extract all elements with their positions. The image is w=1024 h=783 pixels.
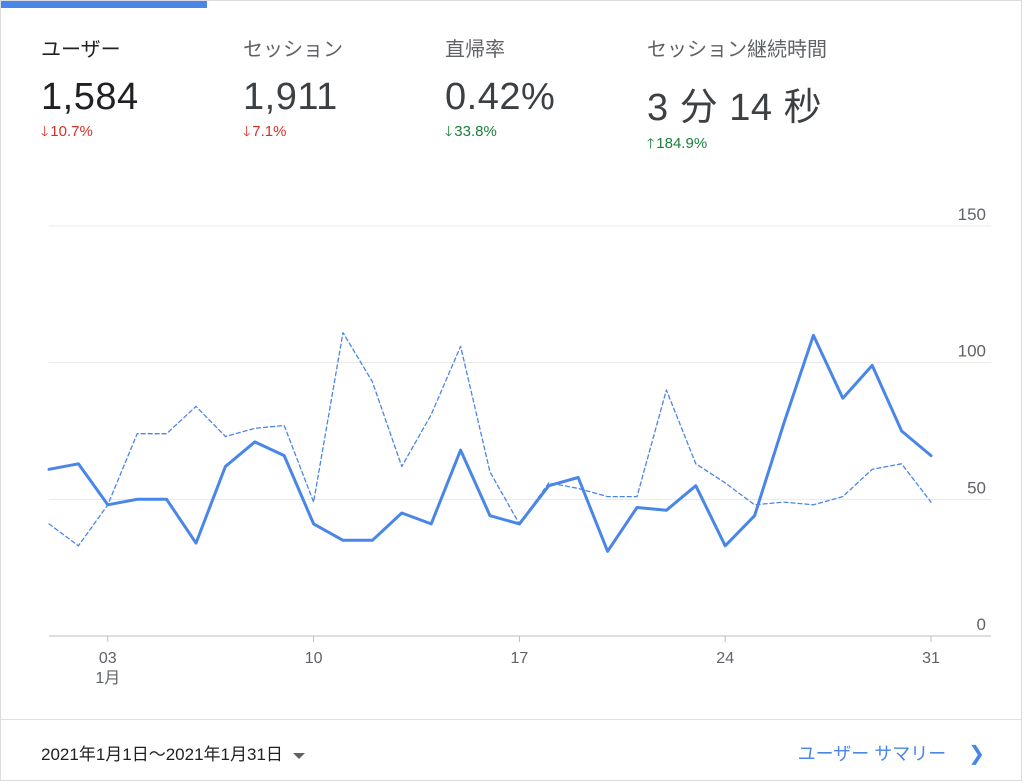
card-footer: 2021年1月1日～2021年1月31日 ユーザー サマリー ❯ — [1, 719, 1021, 783]
metric-label: セッション継続時間 — [647, 39, 827, 61]
metric-label: セッション — [243, 39, 343, 61]
metric-value: 3 分 14 秒 — [647, 87, 823, 129]
metric-change: 🡑 184.9% — [647, 133, 827, 157]
y-tick-label: 100 — [958, 342, 986, 361]
date-range-label: 2021年1月1日～2021年1月31日 — [41, 745, 283, 764]
metric-tab-users[interactable]: ユーザー 1,584 🡓 10.7% — [41, 33, 139, 145]
active-tab-indicator — [1, 1, 207, 8]
metric-change-value: 33.8% — [454, 123, 497, 140]
metric-change: 🡓 33.8% — [445, 121, 555, 145]
metric-tab-bounce-rate[interactable]: 直帰率 0.42% 🡓 33.8% — [445, 33, 555, 145]
metric-value: 1,911 — [243, 76, 338, 118]
users-line-chart: 0 50 100 150 03 1月 10 17 24 31 — [47, 205, 991, 687]
arrow-down-icon: 🡓 — [41, 123, 49, 139]
arrow-up-icon: 🡑 — [647, 135, 655, 151]
metric-tab-sessions[interactable]: セッション 1,911 🡓 7.1% — [243, 33, 343, 145]
arrow-down-icon: 🡓 — [445, 123, 453, 139]
y-tick-label: 0 — [977, 615, 986, 634]
x-tick-label: 10 — [305, 650, 323, 667]
caret-down-icon — [292, 752, 305, 759]
y-tick-label: 50 — [967, 478, 986, 497]
metric-change-value: 184.9% — [656, 135, 708, 152]
metric-label: ユーザー — [41, 39, 121, 61]
date-range-selector[interactable]: 2021年1月1日～2021年1月31日 — [41, 740, 305, 765]
metric-change: 🡓 7.1% — [243, 121, 343, 145]
metric-value: 0.42% — [445, 76, 556, 118]
metric-change: 🡓 10.7% — [41, 121, 139, 145]
user-summary-label: ユーザー サマリー — [797, 744, 947, 764]
chevron-right-icon: ❯ — [968, 743, 985, 765]
series-line-users — [47, 333, 933, 553]
y-tick-label: 150 — [958, 205, 986, 224]
metric-tabs: ユーザー 1,584 🡓 10.7% セッション 1,911 🡓 7.1% 直帰率 … — [1, 1, 1021, 181]
series-line-previous-period — [48, 331, 932, 547]
x-tick-sublabel: 1月 — [95, 670, 120, 687]
metric-value: 1,584 — [41, 76, 139, 118]
metric-label: 直帰率 — [445, 39, 505, 61]
x-tick-label: 03 — [99, 650, 117, 667]
metric-change-value: 10.7% — [50, 123, 93, 140]
metric-change-value: 7.1% — [252, 123, 287, 140]
x-tick-label: 24 — [716, 650, 734, 667]
arrow-down-icon: 🡓 — [243, 123, 251, 139]
user-summary-link[interactable]: ユーザー サマリー ❯ — [798, 740, 985, 766]
x-tick-label: 17 — [511, 650, 529, 667]
metric-tab-session-duration[interactable]: セッション継続時間 3 分 14 秒 🡑 184.9% — [647, 33, 827, 157]
x-tick-label: 31 — [922, 650, 940, 667]
